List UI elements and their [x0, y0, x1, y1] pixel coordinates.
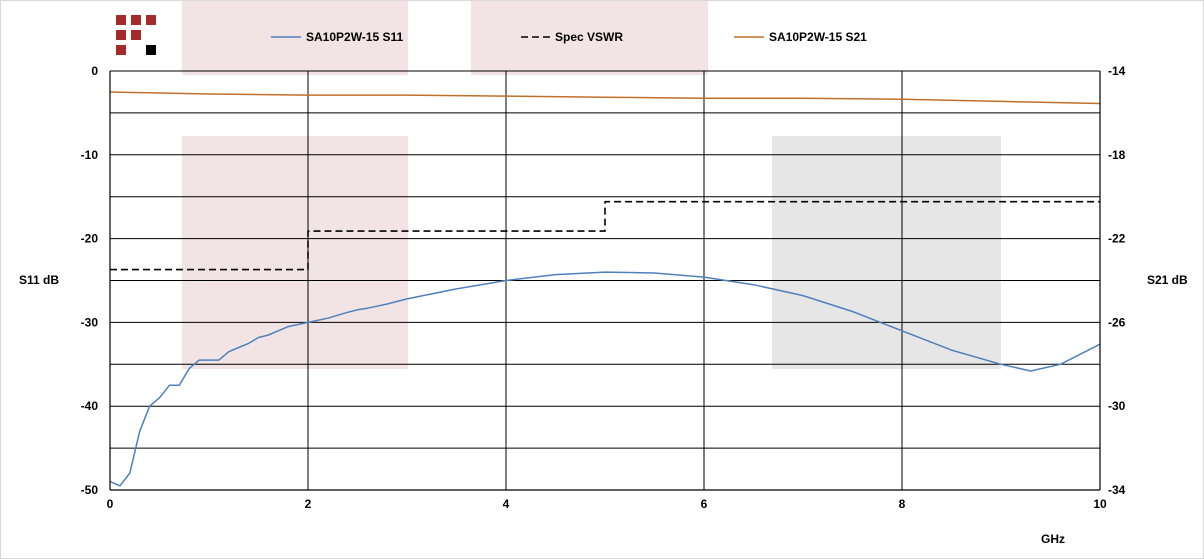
grid-lines: [109, 70, 1101, 491]
decor-block-top-left: [182, 1, 408, 75]
legend-label-2: SA10P2W-15 S21: [769, 30, 867, 44]
x-tick-label: 6: [701, 497, 708, 511]
decor-block-left: [182, 136, 408, 369]
y-left-tick-label: -50: [81, 483, 99, 497]
y-right-tick-label: -34: [1108, 483, 1126, 497]
x-tick-label: 2: [305, 497, 312, 511]
x-axis-title: GHz: [1041, 532, 1065, 546]
y-left-tick-label: -20: [81, 232, 99, 246]
x-tick-label: 8: [899, 497, 906, 511]
y-left-axis-title: S11 dB: [19, 273, 59, 287]
logo-icon: [116, 15, 156, 55]
y-right-tick-label: -22: [1108, 232, 1126, 246]
legend: SA10P2W-15 S11 Spec VSWR SA10P2W-15 S21: [271, 30, 867, 44]
legend-label-1: Spec VSWR: [555, 30, 623, 44]
y-right-tick-label: -30: [1108, 399, 1126, 413]
y-right-axis-title: S21 dB: [1147, 273, 1188, 287]
y-left-tick-label: 0: [91, 64, 98, 78]
y-left-tick-label: -30: [81, 315, 99, 329]
x-tick-label: 0: [107, 497, 114, 511]
series-line-1: [110, 200, 1100, 271]
decor-block-top-middle: [471, 1, 708, 75]
y-left-tick-label: -40: [81, 399, 99, 413]
y-right-tick-label: -14: [1108, 64, 1126, 78]
background-decor: [182, 1, 1001, 369]
series-line-2: [109, 91, 1101, 105]
x-tick-label: 10: [1093, 497, 1107, 511]
y-left-tick-label: -10: [81, 148, 99, 162]
series-line-0: [109, 271, 1101, 487]
x-tick-label: 4: [503, 497, 510, 511]
series-lines: [109, 91, 1101, 487]
legend-label-0: SA10P2W-15 S11: [306, 30, 403, 44]
decor-block-right: [772, 136, 1001, 369]
axes: 0 2 4 6 8 10 0 -10 -20 -30 -40 -50 -14 -18 -22 -26 -30 -3…: [19, 64, 1188, 546]
y-right-tick-label: -26: [1108, 315, 1126, 329]
y-right-tick-label: -18: [1108, 148, 1126, 162]
